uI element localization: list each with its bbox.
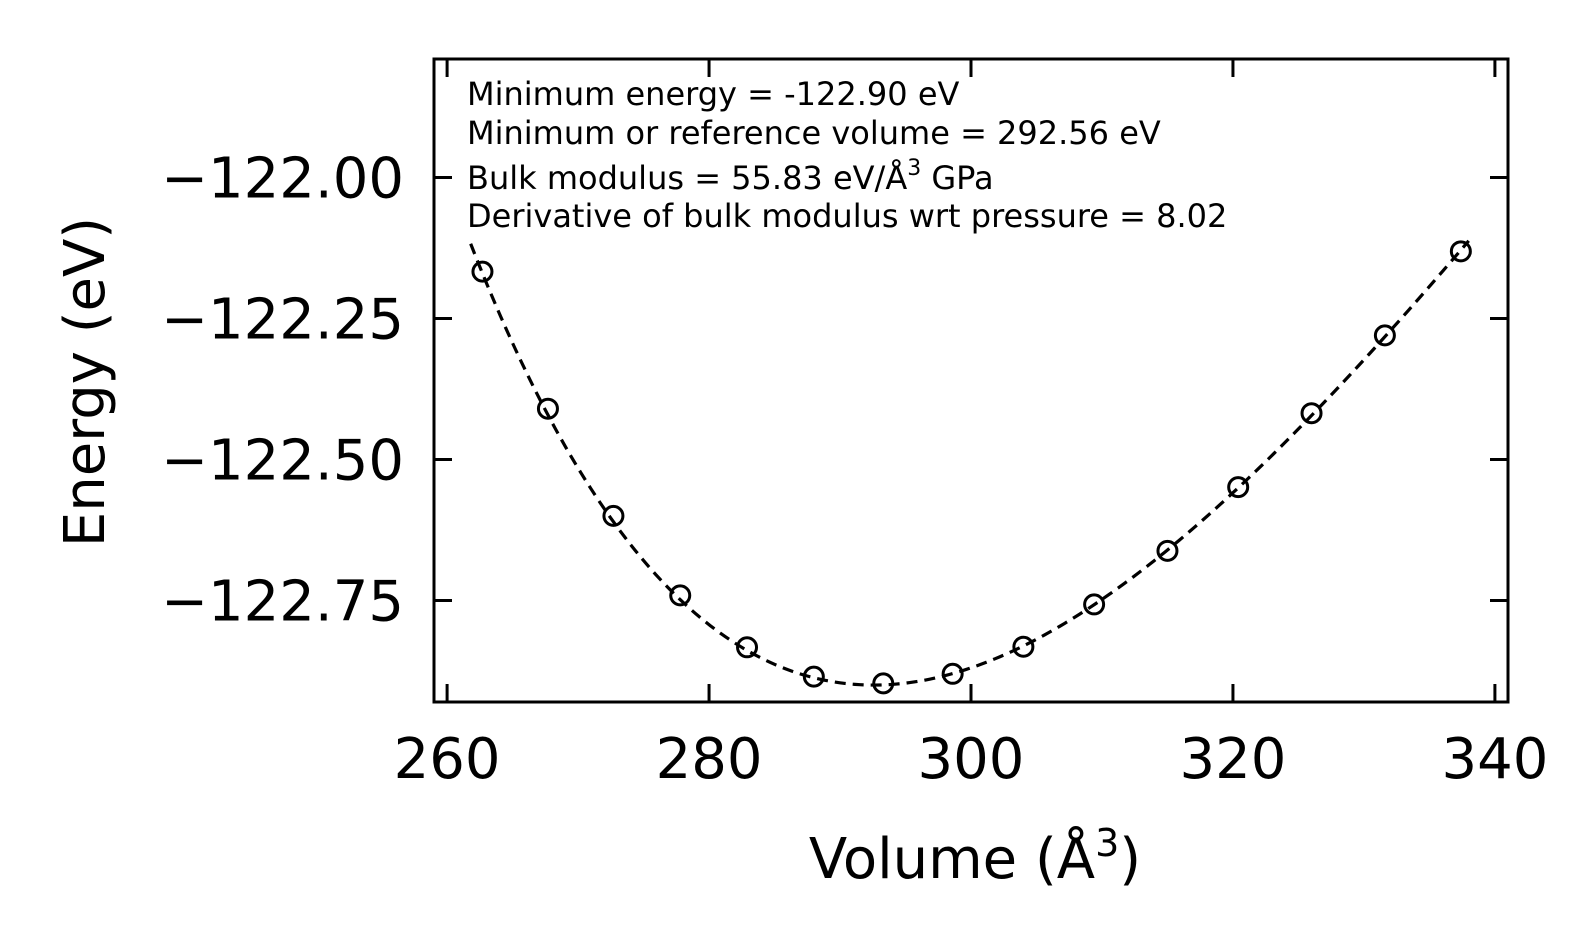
x-tick-label: 300 [918,727,1025,792]
data-point [536,397,559,420]
ticks-layer: 260 280 300 320 340 −122.00 −122.25 −122.50 −122… [161,59,1548,792]
data-points-layer [471,240,1472,695]
data-point [1300,402,1323,425]
data-point [736,636,759,659]
plot-frame [432,57,1510,704]
annotation-ref-volume: Minimum or reference volume = 292.56 eV [467,114,1161,152]
data-point [872,672,895,695]
data-point [1156,539,1179,562]
y-axis-title: Energy (eV) [53,217,118,547]
annotation-box: Minimum energy = -122.90 eV Minimum or r… [467,75,1227,235]
data-point [802,665,825,688]
fit-curve-layer [469,239,1470,687]
y-tick-label: −122.50 [161,428,404,493]
x-tick-label: 280 [656,727,763,792]
x-tick-label: 260 [394,727,501,792]
data-point [602,504,625,527]
annotation-bulk-modulus: Bulk modulus = 55.83 eV/Å3 GPa [467,156,994,197]
data-point [1227,476,1250,499]
data-point [1449,240,1472,263]
annotation-min-energy: Minimum energy = -122.90 eV [467,75,960,113]
y-tick-label: −122.00 [161,146,404,211]
x-tick-label: 320 [1180,727,1287,792]
fit-curve [469,239,1470,687]
data-point [471,260,494,283]
x-tick-label: 340 [1441,727,1548,792]
annotation-bulk-modulus-derivative: Derivative of bulk modulus wrt pressure … [467,197,1227,235]
data-point [1083,593,1106,616]
y-tick-label: −122.25 [161,287,404,352]
data-point [941,662,964,685]
data-point [1012,635,1035,658]
data-point [669,584,692,607]
data-point [1373,324,1396,347]
x-axis-title: Volume (Å3) [809,821,1141,892]
y-tick-label: −122.75 [161,569,404,634]
